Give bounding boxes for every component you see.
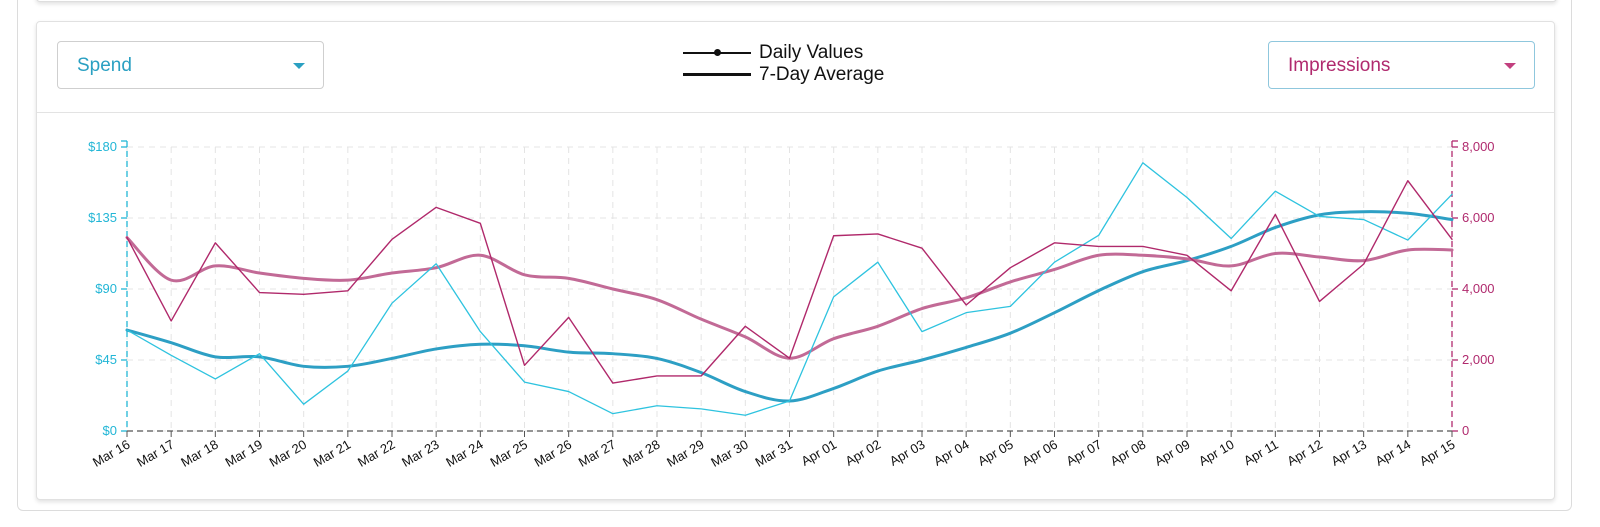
right-tick-label: 4,000 xyxy=(1462,281,1495,296)
impressions-average-line xyxy=(125,236,1454,360)
x-tick-label: Mar 25 xyxy=(487,437,530,470)
x-tick-label: Mar 30 xyxy=(708,437,751,470)
x-tick-label: Mar 28 xyxy=(620,437,663,470)
right-metric-value: Impressions xyxy=(1288,55,1391,76)
x-tick-label: Apr 01 xyxy=(798,437,839,469)
x-tick-label: Mar 20 xyxy=(267,437,310,470)
chart-header: Spend Daily Values 7-Day Average Impress… xyxy=(37,22,1554,113)
chart-card: Spend Daily Values 7-Day Average Impress… xyxy=(36,21,1555,500)
chevron-down-icon xyxy=(293,63,305,69)
x-tick-label: Mar 29 xyxy=(664,437,707,470)
spend-daily-line xyxy=(126,162,1453,416)
x-tick-label: Mar 27 xyxy=(576,437,619,470)
x-tick-label: Apr 12 xyxy=(1284,437,1325,469)
x-tick-label: Apr 10 xyxy=(1196,437,1237,469)
x-tick-label: Apr 06 xyxy=(1019,437,1060,469)
chevron-down-icon xyxy=(1504,63,1516,69)
x-tick-label: Mar 24 xyxy=(443,437,486,470)
x-tick-label: Mar 19 xyxy=(222,437,265,470)
x-tick-label: Apr 02 xyxy=(843,437,884,469)
x-tick-label: Mar 18 xyxy=(178,437,221,470)
x-tick-label: Apr 15 xyxy=(1417,437,1458,469)
x-tick-label: Mar 22 xyxy=(355,437,398,470)
x-tick-label: Apr 14 xyxy=(1373,437,1414,469)
left-tick-label: $45 xyxy=(95,352,117,367)
x-tick-label: Apr 05 xyxy=(975,437,1016,469)
left-tick-label: $0 xyxy=(103,423,117,438)
right-tick-label: 6,000 xyxy=(1462,210,1495,225)
left-tick-label: $180 xyxy=(88,139,117,154)
left-metric-select[interactable]: Spend xyxy=(57,41,324,89)
x-tick-label: Apr 09 xyxy=(1152,437,1193,469)
x-tick-label: Mar 17 xyxy=(134,437,177,470)
x-tick-label: Apr 13 xyxy=(1328,437,1369,469)
x-tick-label: Apr 11 xyxy=(1241,437,1281,469)
impressions-daily-line xyxy=(126,180,1453,384)
legend-dot-icon xyxy=(714,49,721,56)
x-tick-label: Apr 03 xyxy=(887,437,928,469)
left-metric-value: Spend xyxy=(77,55,132,76)
x-tick-label: Mar 31 xyxy=(752,437,795,470)
x-tick-label: Apr 08 xyxy=(1108,437,1149,469)
left-tick-label: $90 xyxy=(95,281,117,296)
x-tick-label: Mar 16 xyxy=(90,437,133,470)
right-metric-select[interactable]: Impressions xyxy=(1268,41,1535,89)
legend-thick-line-icon xyxy=(683,73,751,76)
x-tick-label: Apr 04 xyxy=(931,437,972,469)
x-tick-label: Mar 21 xyxy=(311,437,354,470)
legend-average-label: 7-Day Average xyxy=(759,64,885,85)
right-tick-label: 8,000 xyxy=(1462,139,1495,154)
x-tick-label: Mar 26 xyxy=(532,437,575,470)
left-tick-label: $135 xyxy=(88,210,117,225)
right-tick-label: 0 xyxy=(1462,423,1469,438)
x-tick-label: Apr 07 xyxy=(1063,437,1104,469)
x-tick-label: Mar 23 xyxy=(399,437,442,470)
right-tick-label: 2,000 xyxy=(1462,352,1495,367)
legend-daily-label: Daily Values xyxy=(759,42,864,63)
